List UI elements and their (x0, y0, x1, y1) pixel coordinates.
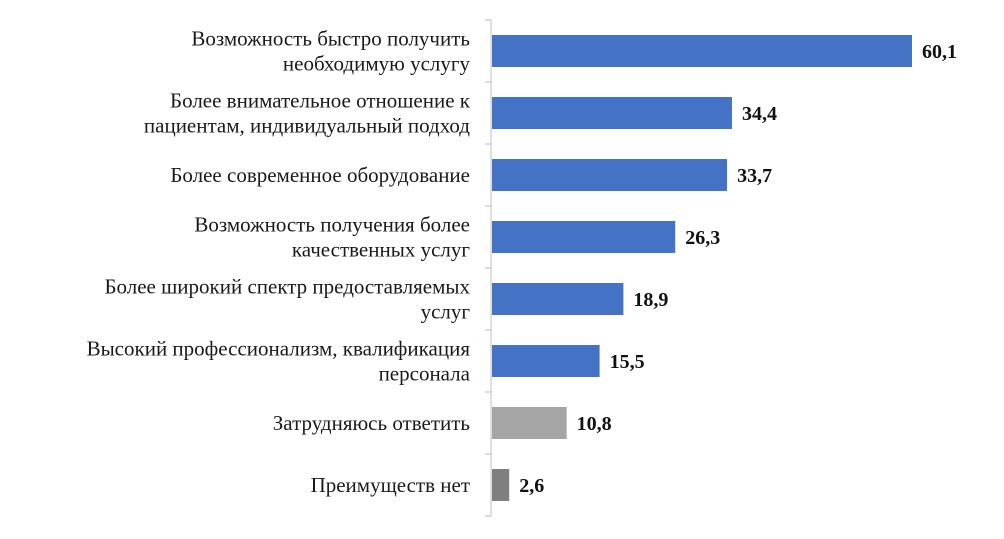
category-label-5: Более широкий спектр предоставляемых услу… (104, 275, 470, 324)
category-label-8: Преимуществ нет (311, 473, 470, 497)
category-label-7: Затрудняюсь ответить (273, 411, 470, 435)
category-label-6: Высокий профессионализм, квалификация пер… (87, 337, 471, 386)
category-label-4: Возможность получения более качественных … (194, 213, 470, 262)
category-label-1: Возможность быстро получить необходимую у… (191, 27, 470, 76)
category-labels: Возможность быстро получить необходимую у… (87, 27, 471, 498)
data-labels: 60,1 34,4 33,7 26,3 18,9 15,5 10,8 2,6 (519, 41, 957, 497)
bar-4 (492, 221, 676, 253)
data-label-7: 10,8 (577, 413, 612, 435)
bar-5 (492, 283, 624, 315)
bars (492, 35, 912, 501)
data-label-6: 15,5 (610, 351, 645, 373)
bar-8 (492, 469, 510, 501)
bar-7 (492, 407, 567, 439)
data-label-5: 18,9 (633, 289, 668, 311)
data-label-8: 2,6 (519, 475, 544, 497)
category-label-2: Более внимательное отношение к пациентам,… (144, 89, 471, 138)
data-label-3: 33,7 (737, 165, 772, 187)
bar-2 (492, 97, 732, 129)
bar-1 (492, 35, 912, 67)
data-label-2: 34,4 (742, 103, 777, 125)
category-label-3: Более современное оборудование (170, 163, 470, 187)
data-label-1: 60,1 (922, 41, 957, 63)
bar-6 (492, 345, 600, 377)
data-label-4: 26,3 (685, 227, 720, 249)
bar-3 (492, 159, 728, 191)
category-axis (485, 19, 492, 517)
